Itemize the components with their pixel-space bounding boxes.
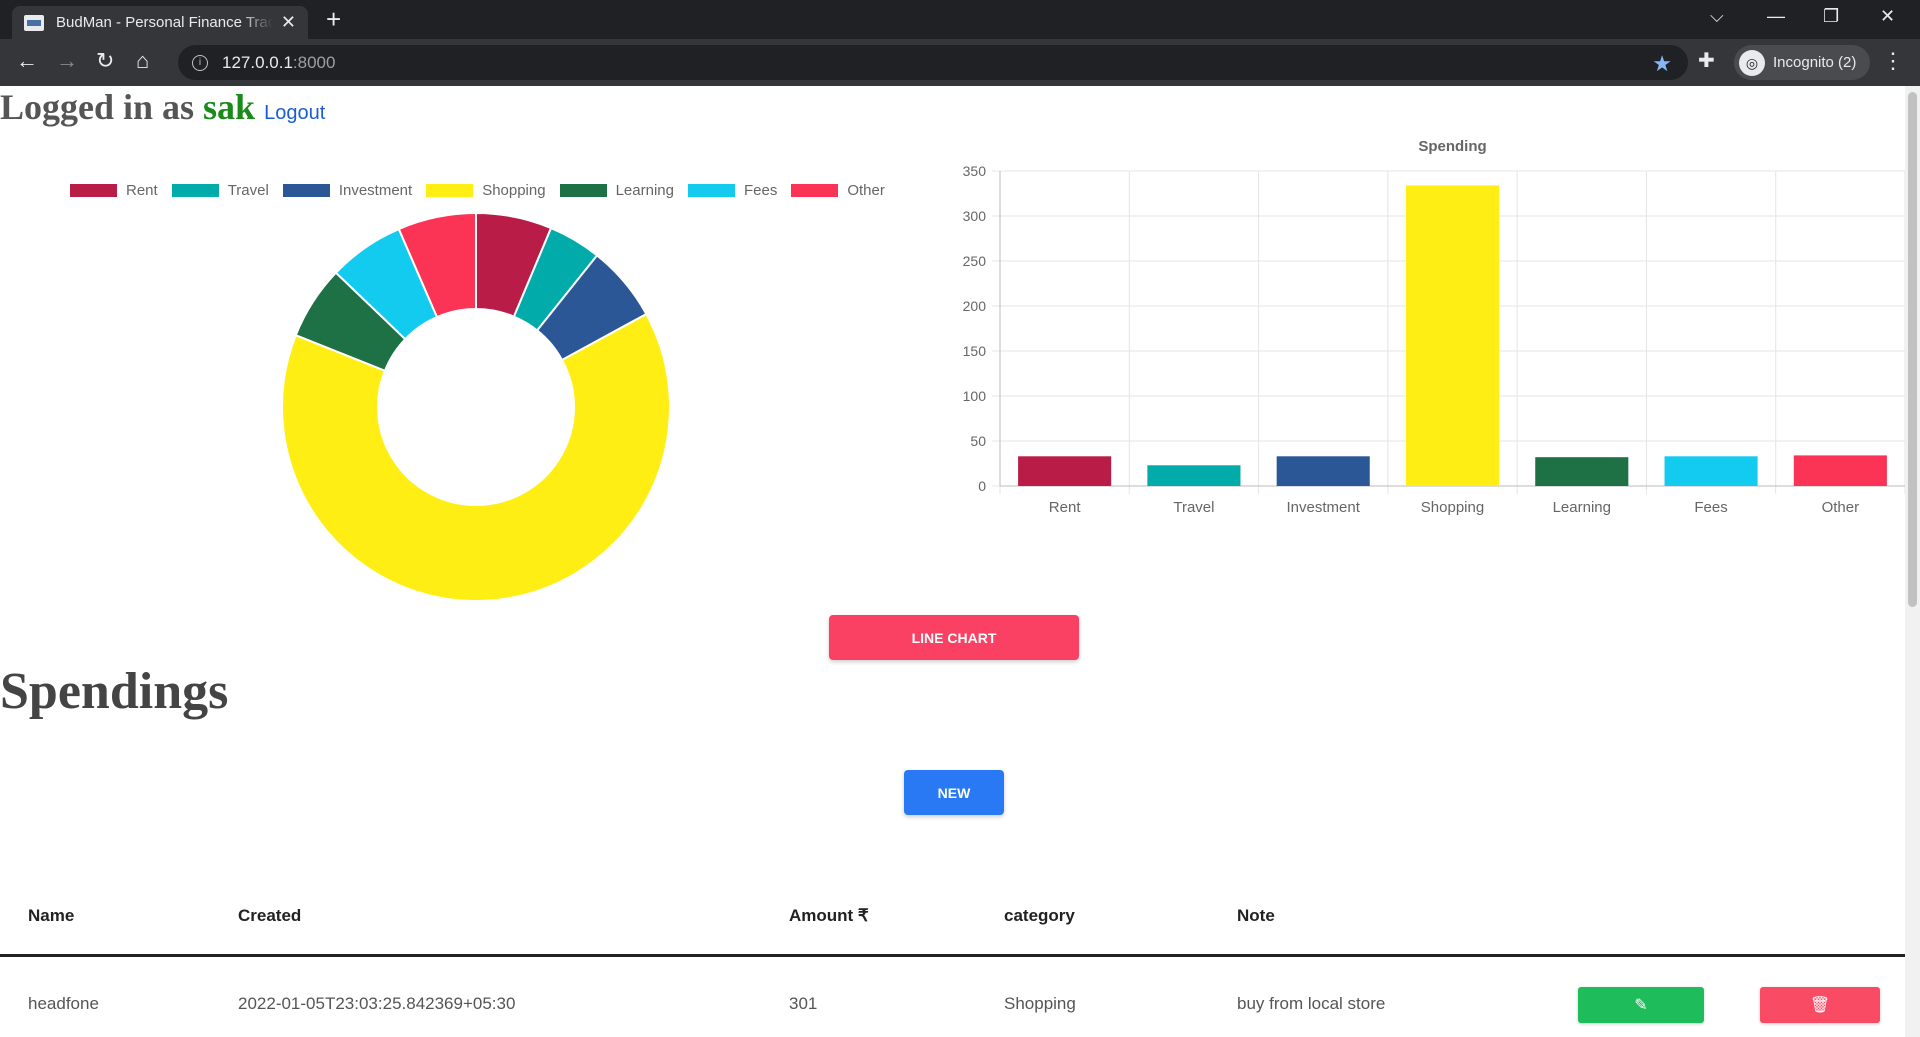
spending-bar-chart: Spending 0 50 100 150 200 250 300 350 Rent Travel I… <box>963 138 1905 516</box>
legend-item-travel[interactable]: Travel <box>171 182 269 199</box>
legend-label: Investment <box>338 182 413 199</box>
x-tick-label: Travel <box>1173 499 1214 516</box>
delete-button[interactable]: 🗑 <box>1760 987 1880 1023</box>
username: sak <box>203 87 256 127</box>
legend-label: Shopping <box>482 182 546 199</box>
maximize-icon[interactable]: ❐ <box>1823 6 1840 26</box>
minimize-icon[interactable]: — <box>1767 6 1785 26</box>
cell-category: Shopping <box>1004 994 1076 1013</box>
edit-button[interactable]: ✎ <box>1578 987 1704 1023</box>
column-header-note: Note <box>1237 906 1275 925</box>
cell-created: 2022-01-05T23:03:25.842369+05:30 <box>238 994 516 1013</box>
incognito-icon: ◎ <box>1739 49 1765 76</box>
info-icon[interactable]: i <box>192 54 208 71</box>
column-header-name: Name <box>28 906 75 925</box>
bar-other[interactable] <box>1793 455 1887 486</box>
table-header-divider <box>0 954 1905 957</box>
bookmark-star-icon[interactable]: ★ <box>1652 51 1672 76</box>
legend-label: Rent <box>126 182 158 199</box>
bar-chart-title: Spending <box>1418 138 1486 155</box>
cell-amount: 301 <box>789 994 818 1013</box>
forward-icon[interactable]: → <box>56 48 78 73</box>
bar-shopping[interactable] <box>1405 185 1500 486</box>
bar-travel[interactable] <box>1147 465 1241 486</box>
legend-label: Other <box>847 182 885 199</box>
donut-slice-shopping[interactable] <box>281 312 671 602</box>
legend-item-other[interactable]: Other <box>791 182 885 199</box>
scrollbar-thumb[interactable] <box>1908 92 1917 607</box>
column-header-amount: Amount ₹ <box>789 906 869 925</box>
extensions-icon[interactable]: ✚ <box>1698 50 1715 72</box>
legend-swatch <box>171 184 219 197</box>
home-icon[interactable]: ⌂ <box>136 48 150 73</box>
bar-learning[interactable] <box>1535 457 1629 486</box>
window-close-icon[interactable]: ✕ <box>1880 6 1896 26</box>
y-tick-label: 200 <box>963 298 987 314</box>
trash-icon: 🗑 <box>1809 997 1831 1014</box>
x-tick-label: Investment <box>1287 499 1361 516</box>
column-header-category: category <box>1004 906 1075 925</box>
back-icon[interactable]: ← <box>16 48 38 73</box>
page-scrollbar[interactable] <box>1905 86 1920 1037</box>
legend-swatch <box>559 184 607 197</box>
legend-item-learning[interactable]: Learning <box>559 182 674 199</box>
legend-item-fees[interactable]: Fees <box>687 182 778 199</box>
y-tick-label: 350 <box>963 163 987 179</box>
donut-slice-other[interactable] <box>397 211 477 319</box>
tab-search-chevron-down-icon[interactable]: ⌵ <box>1710 6 1724 26</box>
incognito-profile-button[interactable]: ◎ Incognito (2) <box>1734 45 1870 80</box>
logout-link[interactable]: Logout <box>264 102 326 124</box>
section-title: Spendings <box>0 663 229 720</box>
tab-title: BudMan - Personal Finance Tracker <box>56 14 273 31</box>
legend-item-rent[interactable]: Rent <box>70 182 158 199</box>
legend-swatch <box>70 184 117 197</box>
y-tick-label: 50 <box>970 433 986 449</box>
new-tab-icon[interactable]: + <box>326 4 342 34</box>
legend-swatch <box>426 184 474 197</box>
y-tick-label: 0 <box>978 478 986 494</box>
reload-icon[interactable]: ↻ <box>96 48 115 73</box>
tab-close-icon[interactable]: ✕ <box>280 12 296 32</box>
y-tick-label: 150 <box>963 343 987 359</box>
legend-item-shopping[interactable]: Shopping <box>426 182 546 199</box>
legend-label: Fees <box>743 182 778 199</box>
browser-toolbar: ← → ↻ ⌂ i 127.0.0.1:8000 ★ ✚ ◎ Incognito… <box>0 39 1920 86</box>
column-header-created: Created <box>238 906 302 925</box>
browser-tab[interactable]: BudMan - Personal Finance Tracker ✕ <box>12 6 308 39</box>
cell-name: headfone <box>28 994 99 1013</box>
legend-swatch <box>687 184 735 197</box>
legend-swatch <box>791 184 839 197</box>
legend-swatch <box>282 184 330 197</box>
line-chart-button[interactable]: LINE CHART <box>829 615 1079 660</box>
x-tick-label: Rent <box>1049 499 1082 516</box>
menu-icon[interactable]: ⋮ <box>1882 48 1904 73</box>
login-prefix: Logged in as <box>0 87 195 127</box>
profile-label: Incognito (2) <box>1773 54 1857 71</box>
browser-tab-strip: BudMan - Personal Finance Tracker ✕ + ⌵ … <box>0 0 1920 39</box>
x-tick-label: Fees <box>1694 499 1727 516</box>
site-favicon-icon <box>24 14 44 31</box>
x-tick-label: Shopping <box>1421 499 1484 516</box>
new-spending-button[interactable]: NEW <box>904 770 1004 815</box>
y-tick-label: 250 <box>963 253 987 269</box>
category-donut-chart <box>281 211 671 602</box>
legend-label: Travel <box>227 182 269 199</box>
cell-note: buy from local store <box>1237 994 1386 1013</box>
x-tick-label: Learning <box>1553 499 1611 516</box>
url-text[interactable]: 127.0.0.1:8000 <box>222 52 336 72</box>
bar-fees[interactable] <box>1664 456 1758 486</box>
legend-label: Learning <box>615 182 674 199</box>
bar-rent[interactable] <box>1018 456 1112 486</box>
y-tick-label: 100 <box>963 388 987 404</box>
pie-legend: Rent Travel Investment Shopping Learning Fees… <box>70 182 899 199</box>
address-bar[interactable]: i 127.0.0.1:8000 ★ <box>178 45 1688 80</box>
page-viewport: Logged in as sak Logout Rent Travel Invest… <box>0 86 1905 1037</box>
legend-item-investment[interactable]: Investment <box>282 182 413 199</box>
x-tick-label: Other <box>1822 499 1860 516</box>
edit-icon: ✎ <box>1634 997 1648 1014</box>
login-status: Logged in as sak Logout <box>0 86 325 128</box>
y-tick-label: 300 <box>963 208 987 224</box>
bar-investment[interactable] <box>1276 456 1370 486</box>
